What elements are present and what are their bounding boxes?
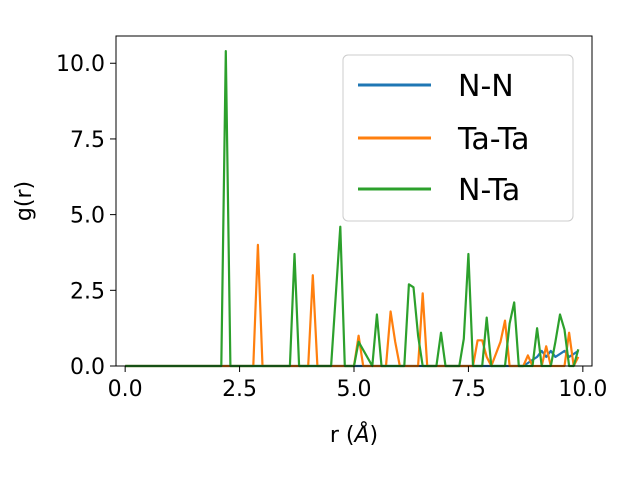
y-tick-label: 10.0 (56, 52, 105, 77)
y-tick-label: 2.5 (70, 279, 105, 304)
y-tick-label: 7.5 (70, 128, 105, 153)
series-line-n-ta (125, 49, 580, 368)
x-axis: 0.0 2.5 5.0 7.5 10.0 (108, 366, 607, 402)
x-tick-label: 2.5 (222, 377, 257, 402)
x-tick-label: 10.0 (558, 377, 607, 402)
y-tick-label: 0.0 (70, 355, 105, 380)
series-line-ta-ta (125, 243, 580, 368)
x-tick-label: 0.0 (108, 377, 143, 402)
legend-label-n-n: N-N (458, 69, 514, 104)
y-axis: 0.0 2.5 5.0 7.5 10.0 (56, 52, 116, 380)
x-tick-label: 5.0 (337, 377, 372, 402)
x-tick-label: 7.5 (451, 377, 486, 402)
x-axis-unit: Å (352, 421, 369, 448)
legend: N-N Ta-Ta N-Ta (342, 54, 574, 222)
y-tick-label: 5.0 (70, 204, 105, 229)
legend-label-n-ta: N-Ta (458, 173, 520, 208)
legend-label-ta-ta: Ta-Ta (457, 122, 530, 157)
x-axis-label: r (Å) (330, 421, 378, 448)
y-axis-label: g(r) (12, 181, 37, 221)
legend-box (342, 54, 574, 222)
